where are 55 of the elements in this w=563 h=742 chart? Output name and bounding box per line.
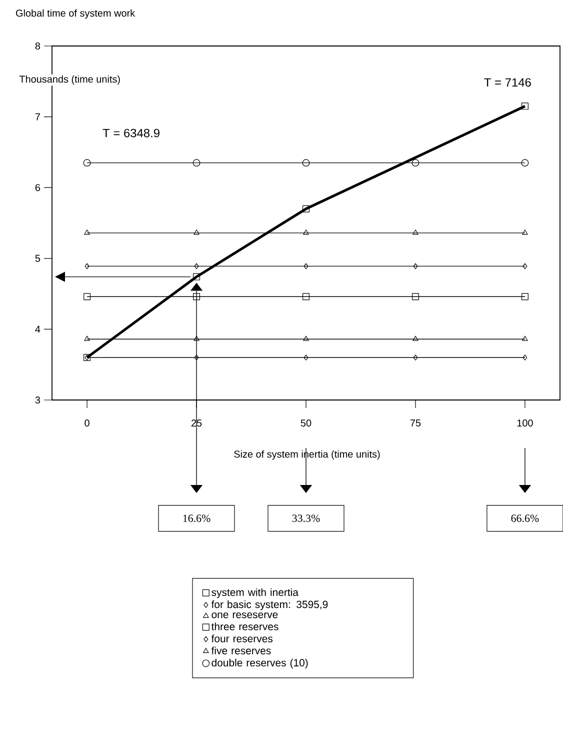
point bbox=[84, 336, 90, 341]
point bbox=[193, 336, 200, 341]
point bbox=[413, 263, 418, 270]
point bbox=[192, 293, 200, 300]
point bbox=[302, 159, 310, 167]
legend-label: five reserves bbox=[211, 646, 271, 654]
point bbox=[192, 159, 200, 167]
point bbox=[412, 293, 419, 300]
point bbox=[521, 293, 528, 300]
point bbox=[302, 205, 310, 212]
point bbox=[194, 263, 199, 270]
annotation: T = 7146 bbox=[484, 78, 531, 87]
legend-label: one reseserve bbox=[212, 612, 278, 618]
y-axis-title: Thousands (time units) bbox=[19, 75, 120, 85]
point bbox=[304, 263, 308, 270]
point bbox=[194, 354, 199, 360]
point bbox=[412, 159, 420, 167]
legend-label: double reserves (10) bbox=[212, 658, 308, 668]
annotation: T = 6348.9 bbox=[102, 128, 160, 138]
point bbox=[522, 263, 528, 270]
point bbox=[84, 230, 90, 235]
x-tick-label: 75 bbox=[410, 420, 420, 426]
legend-label: system with inertia bbox=[211, 588, 298, 598]
y-tick-label: 3 bbox=[35, 396, 40, 404]
point bbox=[521, 159, 529, 167]
x-tick-label: 100 bbox=[517, 420, 533, 427]
point bbox=[412, 230, 418, 235]
point bbox=[84, 263, 90, 270]
point bbox=[83, 293, 90, 300]
legend-label: for basic system: 3595,9 bbox=[211, 600, 328, 610]
text: 33.3% bbox=[292, 514, 320, 522]
chart-title: Global time of system work bbox=[16, 9, 135, 19]
x-tick-label: 50 bbox=[300, 420, 312, 427]
x-tick-label: 0 bbox=[84, 420, 90, 427]
point bbox=[521, 102, 528, 110]
point bbox=[83, 159, 91, 167]
legend-label: four reserves bbox=[211, 634, 272, 642]
point bbox=[192, 273, 200, 280]
point bbox=[413, 354, 418, 360]
y-tick-label: 7 bbox=[35, 113, 40, 120]
point bbox=[302, 336, 309, 341]
point bbox=[412, 336, 418, 341]
point bbox=[193, 230, 200, 235]
y-tick-label: 4 bbox=[35, 326, 40, 333]
point bbox=[522, 336, 528, 341]
y-tick-label: 6 bbox=[35, 184, 40, 192]
y-tick-label: 8 bbox=[35, 42, 40, 50]
text: 16.6% bbox=[183, 514, 210, 522]
point bbox=[302, 293, 310, 300]
text: 66.6% bbox=[511, 514, 539, 522]
point bbox=[302, 230, 309, 235]
legend-label: three reserves bbox=[211, 622, 278, 630]
point bbox=[304, 354, 308, 360]
y-tick-label: 5 bbox=[35, 254, 40, 262]
point bbox=[522, 230, 528, 235]
